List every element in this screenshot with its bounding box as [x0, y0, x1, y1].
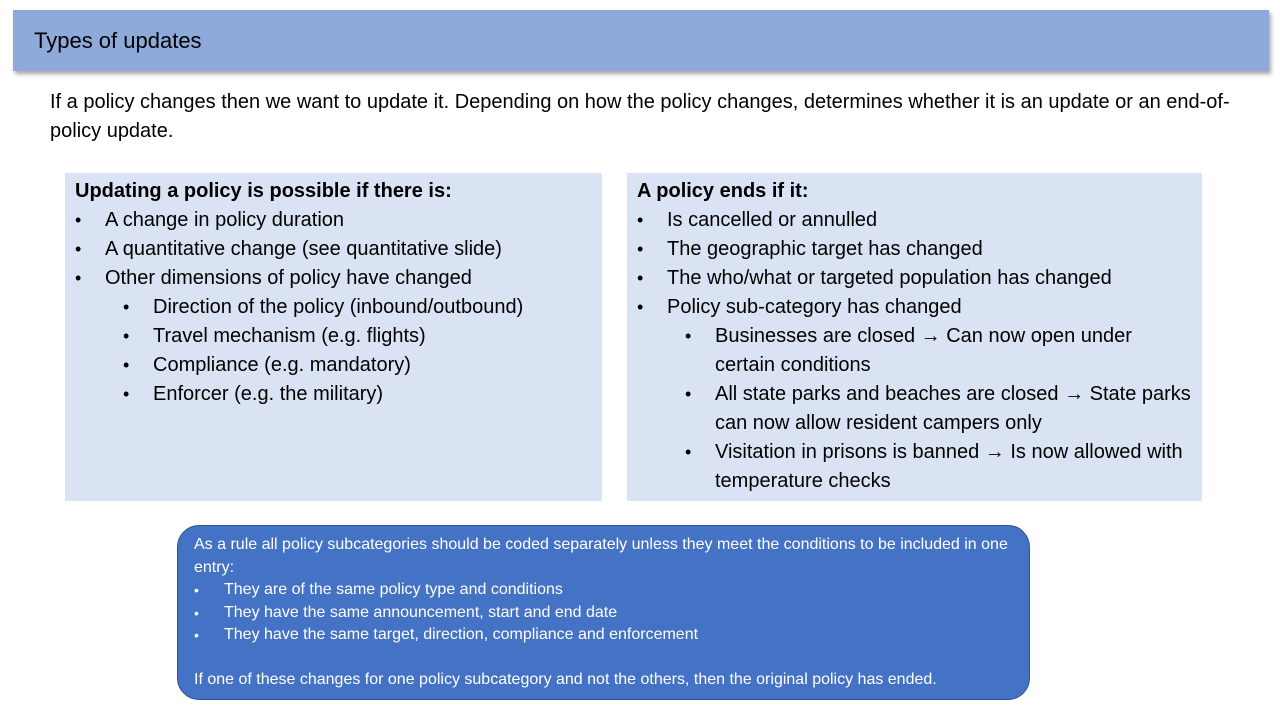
policy-ends-list: • Is cancelled or annulled • The geographi…	[637, 206, 1194, 322]
sub-list-item: • All state parks and beaches are closed …	[637, 380, 1194, 438]
list-item: • Policy sub-category has changed	[637, 293, 1194, 322]
sub-list-item: • Travel mechanism (e.g. flights)	[75, 322, 594, 351]
sub-list-item: • Visitation in prisons is banned → Is no…	[637, 438, 1194, 496]
sub-list-item: • Businesses are closed → Can now open un…	[637, 322, 1194, 380]
bullet-icon: •	[685, 326, 692, 346]
bullet-icon: •	[637, 297, 644, 317]
update-conditions-list: • A change in policy duration • A quantita…	[75, 206, 594, 293]
sub-list-item: • Compliance (e.g. mandatory)	[75, 351, 594, 380]
policy-ends-heading: A policy ends if it:	[637, 180, 809, 202]
dimension-sub-list: • Direction of the policy (inbound/outbou…	[75, 293, 594, 409]
bullet-icon: •	[123, 297, 130, 317]
rule-note-conclusion: If one of these changes for one policy s…	[194, 671, 937, 688]
bullet-icon: •	[75, 268, 82, 288]
bullet-icon: •	[637, 239, 644, 259]
subcategory-example-list: • Businesses are closed → Can now open un…	[637, 322, 1194, 496]
bullet-icon: •	[637, 268, 644, 288]
bullet-icon: •	[194, 627, 199, 643]
list-item: • Other dimensions of policy have changed	[75, 264, 594, 293]
update-conditions-panel: Updating a policy is possible if there i…	[65, 173, 602, 501]
title-bar: Types of updates	[13, 10, 1269, 71]
policy-ends-panel: A policy ends if it: • Is cancelled or an…	[627, 173, 1202, 501]
bullet-icon: •	[123, 384, 130, 404]
list-item: • The geographic target has changed	[637, 235, 1194, 264]
bullet-icon: •	[194, 582, 199, 598]
bullet-icon: •	[637, 210, 644, 230]
bullet-icon: •	[685, 442, 692, 462]
list-item: • A change in policy duration	[75, 206, 594, 235]
bullet-icon: •	[123, 355, 130, 375]
rule-note-list: • They are of the same policy type and co…	[194, 579, 1013, 647]
rule-note-intro: As a rule all policy subcategories shoul…	[194, 536, 1008, 576]
list-item: • Is cancelled or annulled	[637, 206, 1194, 235]
sub-list-item: • Direction of the policy (inbound/outbou…	[75, 293, 594, 322]
bullet-icon: •	[685, 384, 692, 404]
list-item: • They are of the same policy type and co…	[194, 579, 1013, 602]
bullet-icon: •	[75, 239, 82, 259]
sub-list-item: • Enforcer (e.g. the military)	[75, 380, 594, 409]
update-conditions-heading: Updating a policy is possible if there i…	[75, 180, 452, 202]
list-item: • They have the same announcement, start …	[194, 602, 1013, 625]
intro-paragraph: If a policy changes then we want to upda…	[50, 91, 1230, 142]
spacer	[194, 647, 1013, 670]
bullet-icon: •	[123, 326, 130, 346]
list-item: • The who/what or targeted population has…	[637, 264, 1194, 293]
slide-title: Types of updates	[34, 28, 202, 53]
list-item: • A quantitative change (see quantitative…	[75, 235, 594, 264]
bullet-icon: •	[75, 210, 82, 230]
rule-note-box: As a rule all policy subcategories shoul…	[177, 525, 1030, 700]
bullet-icon: •	[194, 604, 199, 621]
list-item: • They have the same target, direction, c…	[194, 624, 1013, 647]
